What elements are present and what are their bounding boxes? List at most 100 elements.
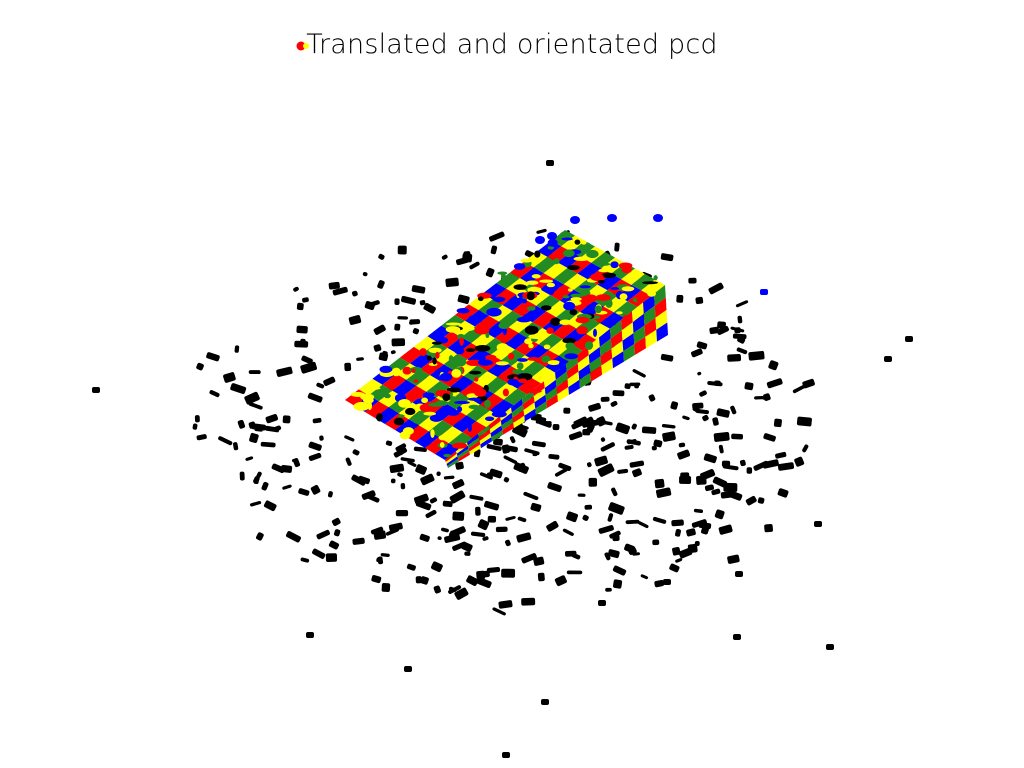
- object-speckle: [468, 397, 481, 401]
- object-speckle: [459, 337, 464, 346]
- object-speckle: [610, 261, 619, 269]
- object-speckle: [518, 378, 528, 384]
- object-speckle: [429, 414, 443, 422]
- environment-point: [552, 423, 560, 431]
- environment-point: [391, 338, 406, 347]
- environment-point: [373, 344, 382, 352]
- object-side-strip: [634, 336, 646, 355]
- environment-point: [594, 455, 608, 467]
- object-side-strip: [656, 322, 668, 342]
- environment-point: [498, 600, 513, 609]
- object-speckle: [526, 306, 536, 311]
- object-side-strip: [566, 363, 579, 380]
- environment-point: [415, 464, 427, 475]
- object-strip: [505, 333, 529, 350]
- object-speckle: [428, 347, 442, 353]
- object-side-strip: [501, 417, 514, 431]
- object-speckle: [559, 231, 569, 238]
- environment-point: [461, 541, 473, 552]
- environment-point: [777, 488, 789, 498]
- environment-point: [716, 408, 730, 418]
- environment-point: [477, 519, 490, 530]
- environment-point: [469, 494, 484, 501]
- environment-point: [655, 487, 672, 498]
- object-speckle: [432, 357, 437, 365]
- object-side-strip: [469, 444, 481, 455]
- object-strip: [572, 334, 597, 351]
- environment-point: [625, 519, 640, 525]
- environment-point: [352, 449, 360, 456]
- environment-point: [648, 394, 656, 402]
- environment-point: [598, 524, 614, 534]
- object-speckle: [445, 322, 462, 326]
- environment-point: [735, 300, 749, 308]
- object-speckle: [520, 258, 533, 263]
- environment-point: [192, 423, 198, 430]
- environment-point: [344, 362, 352, 372]
- environment-point: [631, 423, 637, 430]
- object-side-strip: [513, 415, 525, 429]
- environment-point: [486, 566, 501, 573]
- environment-point: [605, 587, 612, 592]
- environment-point: [378, 253, 385, 260]
- object-speckle: [605, 298, 613, 308]
- environment-point: [373, 324, 386, 335]
- object-strip: [435, 443, 459, 460]
- object-speckle: [516, 362, 524, 370]
- object-side-strip: [479, 433, 492, 445]
- environment-point: [442, 500, 453, 508]
- object-speckle: [535, 236, 545, 244]
- object-speckle: [442, 393, 451, 401]
- environment-point: [464, 551, 471, 556]
- environment-point: [364, 301, 376, 311]
- object-strip: [586, 323, 610, 340]
- object-speckle: [402, 366, 412, 375]
- environment-point: [194, 415, 200, 423]
- outlier-point: [884, 356, 892, 362]
- environment-point: [300, 557, 310, 563]
- environment-point: [717, 321, 726, 329]
- environment-point: [484, 500, 500, 511]
- object-side-strip: [545, 387, 558, 402]
- object-side-strip: [502, 422, 514, 435]
- environment-point: [376, 557, 381, 563]
- environment-point: [521, 553, 537, 564]
- environment-point: [707, 381, 723, 387]
- object-speckle: [508, 352, 515, 360]
- environment-point: [365, 493, 380, 503]
- environment-point: [308, 441, 322, 451]
- environment-point: [475, 506, 481, 516]
- environment-point: [443, 475, 455, 480]
- environment-point: [732, 333, 747, 340]
- environment-point: [378, 352, 389, 362]
- environment-point: [746, 467, 753, 474]
- environment-point: [693, 508, 704, 514]
- object-speckle: [461, 326, 475, 332]
- object-speckle: [438, 337, 449, 344]
- environment-point: [596, 416, 607, 427]
- outlier-point: [598, 600, 606, 606]
- plot-title: Translated and orientated pcd: [306, 29, 718, 60]
- object-strip: [427, 325, 452, 343]
- environment-point: [395, 509, 409, 517]
- environment-point: [682, 415, 690, 421]
- outlier-point: [92, 387, 100, 393]
- object-speckle: [446, 387, 461, 393]
- environment-point: [652, 539, 660, 546]
- object-speckle: [563, 301, 576, 311]
- object-speckle: [573, 256, 590, 261]
- object-speckle: [546, 282, 555, 288]
- object-speckle: [642, 281, 658, 285]
- object-speckle: [516, 316, 532, 323]
- environment-point: [448, 585, 462, 594]
- environment-point: [234, 345, 240, 353]
- object-speckle: [543, 344, 551, 350]
- environment-point: [546, 521, 559, 532]
- object-strip: [641, 279, 665, 296]
- object-strip: [520, 267, 544, 284]
- environment-point: [676, 294, 684, 303]
- environment-point: [394, 298, 400, 306]
- environment-point: [245, 456, 254, 461]
